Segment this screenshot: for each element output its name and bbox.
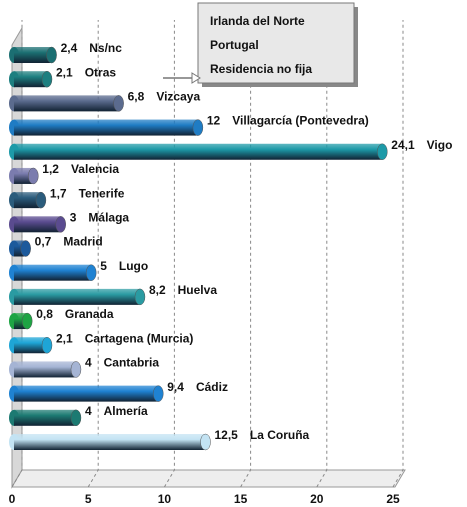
bar-cap	[21, 312, 33, 330]
bar	[14, 385, 159, 402]
category-label: Villagarcía (Pontevedra)	[232, 114, 369, 128]
annotation-line: Irlanda del Norte	[210, 14, 305, 28]
bar-cap	[46, 46, 57, 64]
value-label: 1,7	[50, 186, 67, 200]
value-label: 12	[207, 114, 221, 128]
category-label: Almería	[104, 404, 148, 418]
bar	[14, 434, 206, 450]
bar	[14, 119, 198, 136]
category-label: Granada	[65, 307, 114, 321]
category-label: Cádiz	[196, 380, 228, 394]
bar-cap	[153, 385, 164, 402]
category-label: Vizcaya	[156, 90, 200, 104]
category-label: Cantabria	[104, 356, 160, 370]
value-label: 0,8	[36, 307, 53, 321]
bar-cap	[200, 433, 211, 451]
x-tick-label: 20	[310, 492, 324, 506]
category-label: La Coruña	[250, 428, 310, 442]
bar	[14, 409, 76, 426]
grid-line	[316, 20, 328, 488]
category-label: Málaga	[88, 210, 129, 224]
value-label: 0,7	[35, 235, 52, 249]
value-label: 2,1	[56, 331, 73, 345]
bar-cap	[41, 70, 53, 88]
bar	[14, 167, 34, 184]
bar	[14, 192, 41, 209]
category-label: Madrid	[63, 235, 102, 249]
value-label: 2,1	[56, 65, 73, 79]
value-label: 5	[100, 259, 107, 273]
bar-cap	[377, 143, 388, 160]
annotation-box	[197, 2, 355, 84]
x-tick-label: 5	[85, 492, 92, 506]
x-tick-label: 0	[9, 492, 16, 506]
annotation-line: Portugal	[210, 38, 259, 52]
bar-cap	[35, 191, 47, 209]
bar	[14, 95, 119, 112]
category-label: Huelva	[178, 283, 218, 297]
annotation-arrowhead	[191, 72, 201, 84]
value-label: 2,4	[61, 41, 78, 55]
value-label: 9,4	[167, 380, 184, 394]
bar	[14, 47, 52, 63]
value-label: 24,1	[391, 138, 415, 152]
grid-line	[87, 20, 99, 488]
bar	[14, 264, 92, 281]
bar	[14, 288, 140, 305]
bar	[14, 361, 76, 378]
x-tick-label: 15	[234, 492, 248, 506]
value-label: 3	[70, 210, 77, 224]
bar-cap	[70, 409, 82, 427]
bar-cap	[113, 95, 124, 112]
x-tick-label: 25	[386, 492, 400, 506]
bar	[14, 337, 48, 354]
category-label: Ns/nc	[89, 41, 122, 55]
value-label: 12,5	[215, 428, 239, 442]
category-label: Vigo	[427, 138, 453, 152]
bar-cap	[192, 119, 204, 136]
value-label: 4	[85, 356, 92, 370]
value-label: 6,8	[128, 90, 145, 104]
category-label: Tenerife	[79, 186, 125, 200]
bar	[14, 143, 383, 160]
bar	[14, 240, 26, 257]
floor	[11, 469, 406, 488]
category-label: Valencia	[71, 162, 119, 176]
grid-line	[392, 20, 404, 488]
bar-cap	[85, 264, 97, 281]
bar	[14, 216, 61, 233]
value-label: 4	[85, 404, 92, 418]
bar-cap	[41, 337, 53, 354]
category-label: Cartagena (Murcia)	[85, 331, 194, 345]
grid-line	[163, 20, 175, 488]
category-label: Otras	[85, 65, 117, 79]
value-label: 8,2	[149, 283, 166, 297]
bar-cap	[134, 288, 146, 306]
bar-cap	[20, 240, 31, 257]
bar-cap	[70, 361, 82, 378]
bar	[14, 71, 48, 88]
bar-cap	[28, 167, 39, 185]
value-label: 1,2	[42, 162, 59, 176]
grid-line	[240, 20, 252, 488]
x-tick-label: 10	[158, 492, 172, 506]
category-label: Lugo	[119, 259, 148, 273]
bar-cap	[55, 216, 66, 233]
annotation-line: Residencia no fija	[210, 62, 312, 76]
